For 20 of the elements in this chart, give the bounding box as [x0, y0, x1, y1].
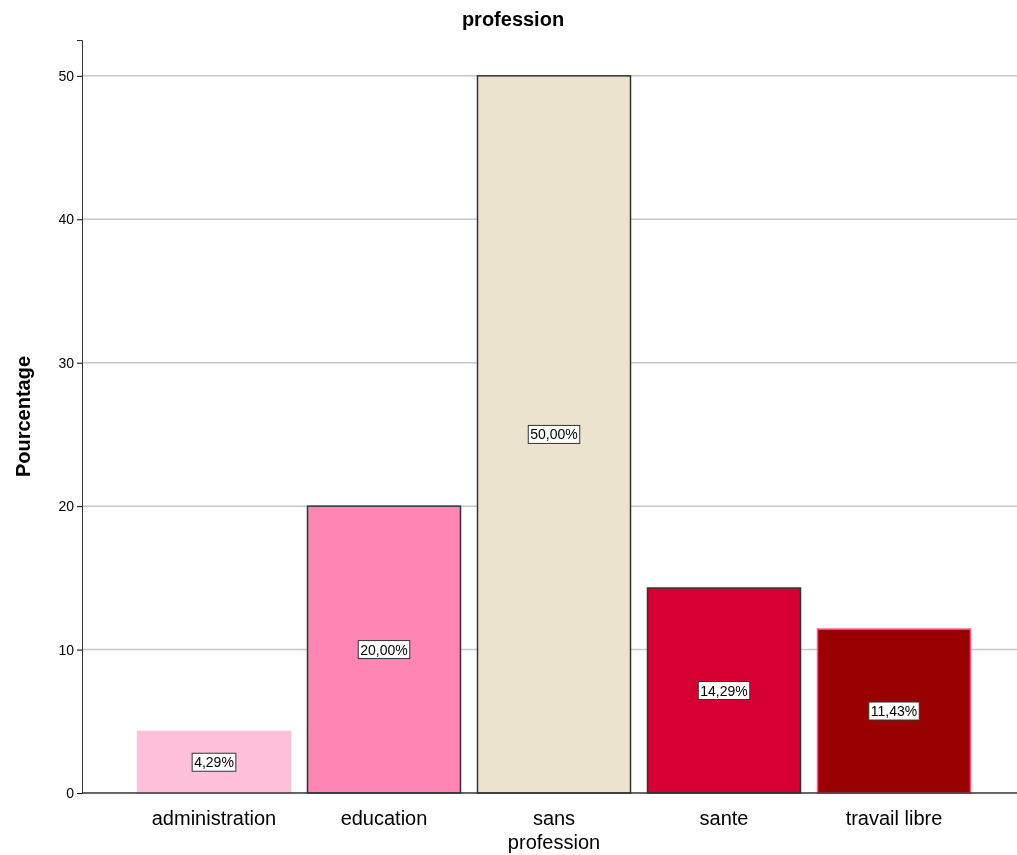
x-tick-label: travail libre [845, 807, 943, 829]
data-label: 20,00% [360, 641, 408, 658]
y-tick-label: 30 [58, 354, 75, 371]
y-tick-label: 10 [58, 641, 75, 658]
y-tick-label: 40 [58, 211, 75, 228]
x-tick-label: administration [151, 807, 277, 829]
bar [136, 730, 292, 794]
y-tick-label: 20 [58, 498, 75, 515]
bar [816, 628, 972, 794]
chart-title: profession [461, 8, 565, 30]
data-label: 14,29% [700, 682, 748, 699]
y-tick-label: 0 [66, 784, 75, 801]
data-label: 50,00% [530, 426, 578, 443]
data-label: 11,43% [870, 703, 918, 720]
data-label: 4,29% [194, 754, 234, 771]
x-tick-label: sans profession [507, 807, 601, 853]
x-tick-label: sante [699, 807, 749, 829]
y-axis-title: Pourcentage [12, 355, 34, 478]
x-tick-label: education [340, 807, 428, 829]
y-tick-label: 50 [58, 67, 75, 84]
